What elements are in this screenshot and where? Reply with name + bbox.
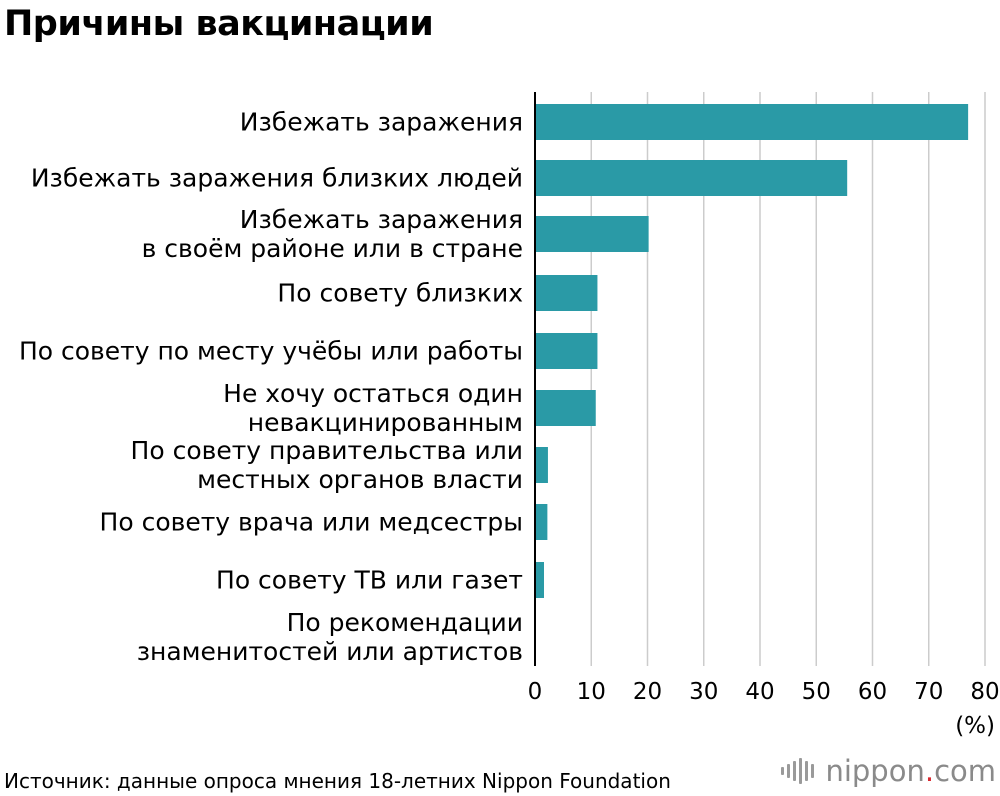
category-label: Не хочу остаться один невакцинированным xyxy=(223,379,523,437)
logo-mark-icon xyxy=(781,758,817,784)
category-label-line: Избежать заражения близких людей xyxy=(31,164,523,193)
bar xyxy=(535,275,598,311)
category-label-line: По совету по месту учёбы или работы xyxy=(19,337,523,366)
category-label: Избежать заражения в своём районе или в с… xyxy=(142,205,523,263)
category-label-line: По рекомендации xyxy=(287,608,523,637)
category-label: Избежать заражения близких людей xyxy=(31,164,523,193)
bar xyxy=(535,447,548,483)
category-label-line: По совету близких xyxy=(277,279,523,308)
category-label-line: в своём районе или в стране xyxy=(142,234,523,263)
category-label: По совету правительства или местных орган… xyxy=(131,436,523,494)
bar xyxy=(535,390,596,426)
bar xyxy=(535,160,848,196)
bar xyxy=(535,504,548,540)
category-label: По рекомендации знаменитостей или артисто… xyxy=(137,608,523,666)
bar xyxy=(535,333,598,369)
category-label-line: Избежать заражения xyxy=(240,205,523,234)
category-label: По совету близких xyxy=(277,279,523,308)
x-unit-label: (%) xyxy=(955,713,995,739)
bar xyxy=(535,562,544,598)
x-tick-label: 20 xyxy=(633,679,662,705)
category-label-line: местных органов власти xyxy=(197,465,523,494)
x-tick-label: 30 xyxy=(689,679,718,705)
logo-dot: . xyxy=(924,754,935,788)
category-label: По совету ТВ или газет xyxy=(216,566,523,595)
source-note: Источник: данные опроса мнения 18-летних… xyxy=(4,769,671,793)
x-tick-label: 80 xyxy=(970,679,999,705)
category-labels: Избежать заражения Избежать заражения бли… xyxy=(19,108,523,667)
category-label: Избежать заражения xyxy=(240,108,523,137)
x-tick-label: 0 xyxy=(528,679,543,705)
x-tick-labels: 0 10 20 30 40 50 60 70 80 xyxy=(528,679,1000,705)
bar xyxy=(535,216,649,252)
logo-name: nippon xyxy=(825,754,925,788)
category-label-line: По совету ТВ или газет xyxy=(216,566,523,595)
nippon-logo: nippon. com xyxy=(781,754,996,788)
x-tick-label: 70 xyxy=(914,679,943,705)
x-tick-label: 60 xyxy=(858,679,887,705)
x-tick-label: 10 xyxy=(577,679,606,705)
category-label: По совету врача или медсестры xyxy=(100,508,523,537)
bar xyxy=(535,104,969,140)
x-tick-label: 50 xyxy=(802,679,831,705)
x-tick-label: 40 xyxy=(745,679,774,705)
bars xyxy=(535,104,969,598)
category-label-line: По совету врача или медсестры xyxy=(100,508,523,537)
chart-title: Причины вакцинации xyxy=(4,4,434,44)
category-label-line: Избежать заражения xyxy=(240,108,523,137)
logo-tld: com xyxy=(934,754,996,788)
category-label-line: Не хочу остаться один xyxy=(223,379,523,408)
category-label: По совету по месту учёбы или работы xyxy=(19,337,523,366)
category-label-line: знаменитостей или артистов xyxy=(137,637,523,666)
category-label-line: По совету правительства или xyxy=(131,436,523,465)
category-label-line: невакцинированным xyxy=(248,408,523,437)
